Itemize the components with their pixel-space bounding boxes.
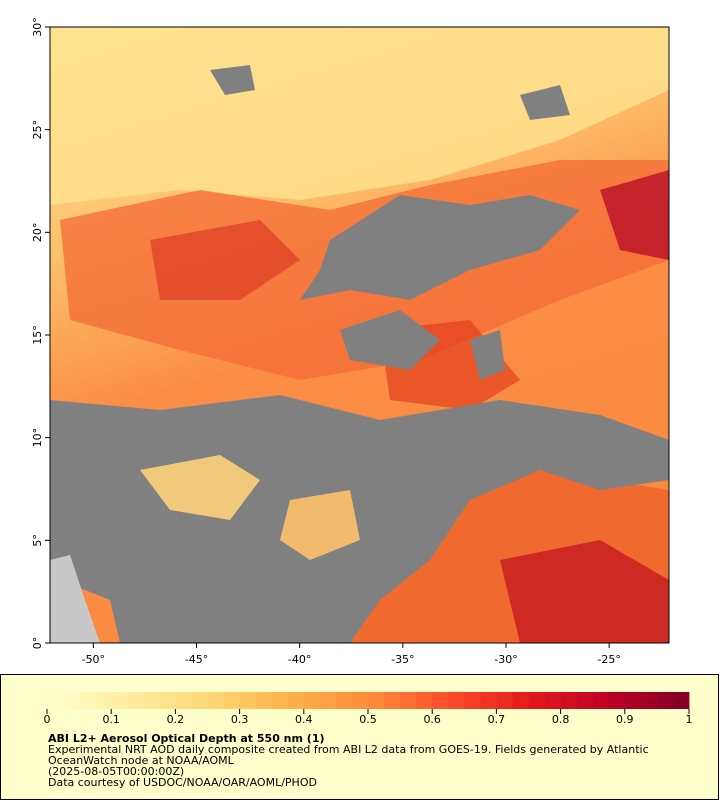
colorbar-swatch: [63, 692, 80, 709]
colorbar-swatch: [640, 692, 658, 709]
colorbar-swatch: [624, 692, 642, 709]
colorbar-swatch: [384, 692, 401, 709]
colorbar-swatch: [608, 692, 626, 709]
colorbar-swatch: [464, 692, 481, 709]
colorbar-swatch: [191, 692, 208, 709]
colorbar-swatch: [143, 692, 160, 709]
y-tick-label: 5°: [31, 534, 44, 547]
colorbar-swatch: [47, 692, 64, 709]
colorbar-swatch: [351, 692, 369, 709]
caption-line: Data courtesy of USDOC/NOAA/OAR/AOML/PHO…: [48, 776, 317, 789]
colorbar-swatch: [544, 692, 561, 709]
colorbar-swatch: [576, 692, 594, 709]
colorbar: 0 0.1 0.2 0.3 0.4 0.5 0.6 0.7 0.8 0.9 1: [44, 692, 693, 726]
colorbar-tick-label: 0.3: [231, 713, 249, 726]
x-tick-label: -50°: [82, 653, 105, 666]
colorbar-swatch: [159, 692, 176, 709]
colorbar-tick-label: 0.4: [295, 713, 313, 726]
colorbar-tick-label: 1: [686, 713, 693, 726]
colorbar-swatch: [239, 692, 257, 709]
colorbar-swatch: [95, 692, 112, 709]
colorbar-tick-label: 0.6: [423, 713, 441, 726]
colorbar-swatch: [319, 692, 337, 709]
x-tick-label: -30°: [494, 653, 517, 666]
colorbar-tick-label: 0.5: [359, 713, 377, 726]
colorbar-swatch: [480, 692, 497, 709]
colorbar-swatch: [432, 692, 449, 709]
caption-line: Experimental NRT AOD daily composite cre…: [48, 743, 649, 756]
caption-line: OceanWatch node at NOAA/AOML: [48, 754, 235, 767]
y-tick-label: 15°: [31, 325, 44, 345]
colorbar-swatch: [560, 692, 578, 709]
colorbar-swatch: [448, 692, 465, 709]
colorbar-swatch: [255, 692, 273, 709]
colorbar-swatch: [223, 692, 240, 709]
colorbar-tick-label: 0.1: [102, 713, 120, 726]
colorbar-swatch: [368, 692, 385, 709]
aod-map: [50, 27, 669, 643]
colorbar-swatch: [528, 692, 545, 709]
colorbar-swatch: [672, 692, 690, 709]
colorbar-tick-label: 0.8: [552, 713, 570, 726]
y-tick-label: 20°: [31, 223, 44, 243]
colorbar-swatch: [512, 692, 529, 709]
axes: -50° -45° -40° -35° -30° -25° 0° 5° 10° 15° 20° 25°…: [31, 17, 621, 666]
x-tick-label: -25°: [597, 653, 620, 666]
colorbar-swatch: [656, 692, 674, 709]
colorbar-tick-label: 0.9: [616, 713, 634, 726]
colorbar-swatch: [287, 692, 305, 709]
colorbar-swatch: [111, 692, 128, 709]
colorbar-swatch: [303, 692, 321, 709]
y-tick-label: 30°: [31, 17, 44, 37]
colorbar-swatch: [335, 692, 353, 709]
x-tick-label: -45°: [185, 653, 208, 666]
y-tick-label: 0°: [31, 637, 44, 650]
colorbar-swatch: [175, 692, 192, 709]
colorbar-swatch: [127, 692, 144, 709]
x-tick-label: -35°: [391, 653, 414, 666]
caption-title: ABI L2+ Aerosol Optical Depth at 550 nm …: [48, 732, 325, 745]
colorbar-swatch: [496, 692, 513, 709]
colorbar-swatch: [271, 692, 289, 709]
x-tick-label: -40°: [288, 653, 311, 666]
colorbar-swatch: [416, 692, 433, 709]
colorbar-swatch: [592, 692, 610, 709]
colorbar-tick-label: 0.7: [488, 713, 506, 726]
y-tick-label: 10°: [31, 428, 44, 448]
colorbar-swatch: [79, 692, 96, 709]
caption-line: (2025-08-05T00:00:00Z): [48, 765, 184, 778]
y-tick-label: 25°: [31, 120, 44, 140]
colorbar-swatch: [400, 692, 417, 709]
colorbar-tick-label: 0.2: [167, 713, 185, 726]
colorbar-tick-label: 0: [44, 713, 51, 726]
colorbar-swatch: [207, 692, 224, 709]
